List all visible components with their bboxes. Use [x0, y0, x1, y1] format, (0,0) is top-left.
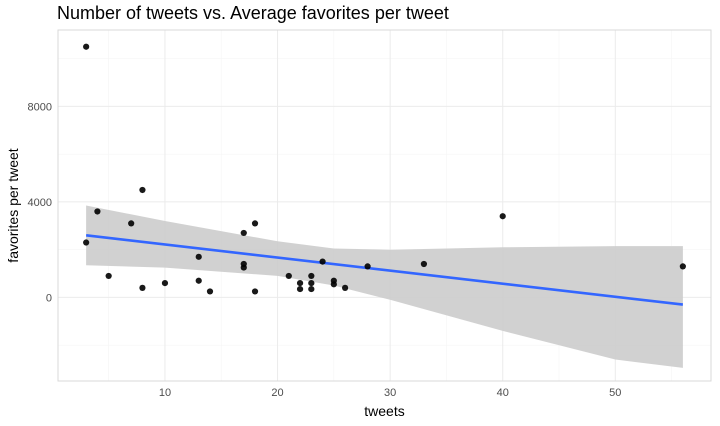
data-point: [251, 220, 259, 227]
data-point: [679, 263, 686, 270]
confidence-band: [86, 205, 683, 368]
tick-labels: 10 20 30 40 50 0 4000 8000: [28, 101, 622, 399]
confidence-band-layer: [86, 205, 683, 368]
data-point: [139, 284, 146, 291]
x-axis-title: tweets: [364, 403, 404, 419]
data-point: [296, 280, 304, 287]
data-point: [285, 272, 292, 280]
data-point: [240, 264, 247, 271]
data-points: [83, 43, 686, 295]
data-point: [128, 220, 135, 227]
panel-border: [57, 29, 712, 382]
data-point: [83, 239, 90, 246]
data-point: [499, 213, 506, 220]
data-point: [341, 284, 349, 291]
data-point: [94, 208, 101, 215]
data-point: [105, 272, 112, 280]
x-tick-label: 10: [159, 387, 171, 399]
y-tick-label: 4000: [28, 197, 52, 209]
data-point: [319, 258, 326, 265]
data-point: [330, 281, 337, 288]
data-point: [420, 260, 428, 268]
x-tick-label: 40: [497, 387, 509, 399]
data-point: [139, 186, 146, 194]
x-tick-label: 50: [609, 387, 621, 399]
x-tick-label: 20: [271, 387, 283, 399]
x-tick-label: 30: [384, 387, 396, 399]
data-point: [308, 285, 315, 293]
data-point: [251, 288, 259, 295]
data-point: [308, 280, 315, 287]
data-point: [161, 280, 169, 287]
data-point: [83, 43, 90, 50]
trend-line-layer: [85, 234, 684, 306]
data-point: [195, 253, 202, 260]
data-point: [240, 229, 247, 237]
data-point: [308, 272, 315, 280]
data-point: [195, 277, 202, 284]
data-point: [296, 285, 304, 293]
y-axis-title: favorites per tweet: [5, 148, 21, 262]
chart-title: Number of tweets vs. Average favorites p…: [57, 3, 449, 23]
data-point: [364, 263, 371, 270]
data-point: [206, 288, 214, 295]
trend-line: [85, 234, 684, 306]
y-tick-label: 8000: [28, 101, 52, 113]
y-tick-label: 0: [46, 292, 52, 304]
